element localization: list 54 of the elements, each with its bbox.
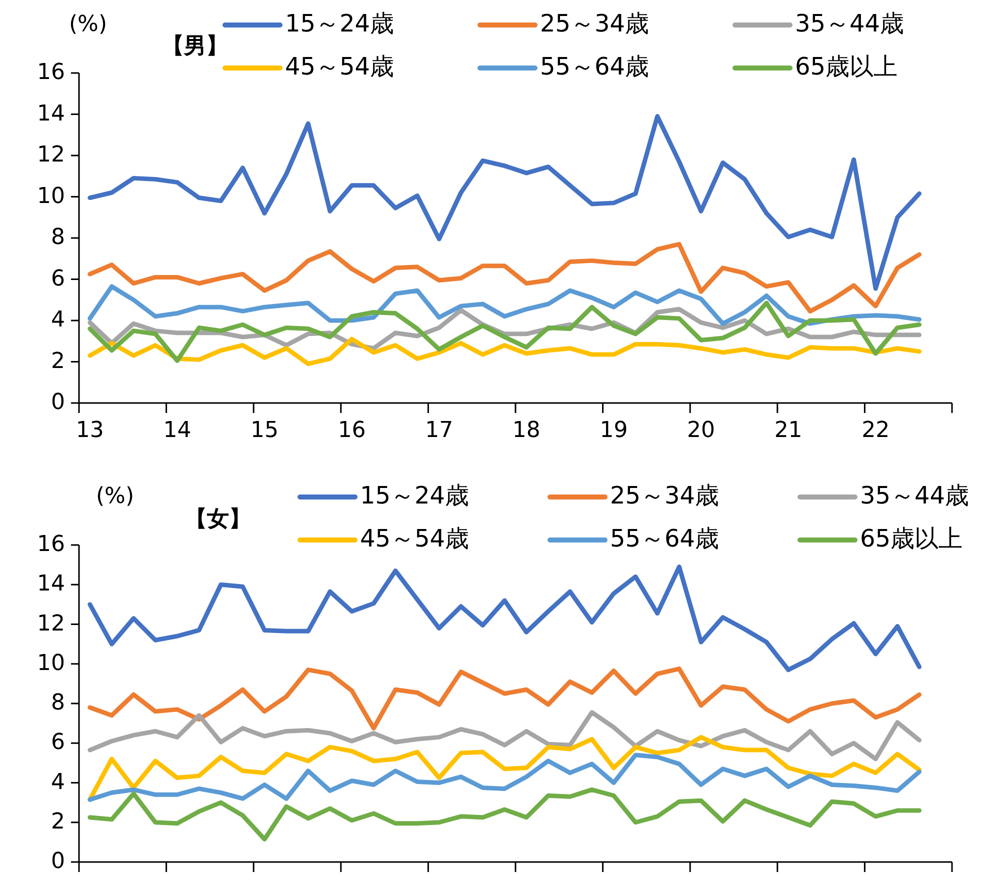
legend-label: 55～64歳 <box>610 524 720 553</box>
legend-label: 25～34歳 <box>540 10 650 38</box>
y-tick-label: 4 <box>51 770 65 795</box>
x-tick-label: 14 <box>163 418 192 444</box>
y-tick-label: 6 <box>51 730 65 756</box>
y-tick-label: 0 <box>51 849 65 874</box>
legend-label: 25～34歳 <box>610 482 720 510</box>
y-tick-label: 0 <box>51 390 65 416</box>
x-tick-label: 16 <box>338 418 366 444</box>
legend-label: 35～44歳 <box>795 10 904 38</box>
y-tick-label: 14 <box>37 101 65 126</box>
line-series <box>88 666 922 731</box>
x-tick-label: 13 <box>76 418 104 444</box>
chart-title: 【女】 <box>185 507 251 532</box>
y-tick-label: 2 <box>51 809 65 834</box>
y-tick-label: 16 <box>37 60 65 86</box>
line-series <box>88 284 922 326</box>
y-axis-title: (%) <box>68 12 108 38</box>
legend-label: 45～54歳 <box>360 524 470 553</box>
line-series <box>88 336 922 366</box>
legend-label: 45～54歳 <box>285 52 394 81</box>
y-tick-label: 8 <box>51 690 65 716</box>
legend-label: 15～24歳 <box>360 482 470 510</box>
line-series <box>88 564 922 672</box>
line-series <box>88 710 922 762</box>
y-tick-label: 4 <box>51 308 65 333</box>
line-series <box>88 787 922 842</box>
legend-label: 65歳以上 <box>860 524 963 553</box>
line-series <box>88 752 922 802</box>
y-tick-label: 6 <box>51 266 65 292</box>
x-tick-label: 20 <box>687 418 716 444</box>
line-series <box>88 114 922 291</box>
x-tick-label: 22 <box>862 418 890 444</box>
chart-title: 【男】 <box>162 34 228 60</box>
line-series <box>88 300 922 363</box>
legend-label: 55～64歳 <box>540 52 650 81</box>
y-tick-label: 10 <box>37 650 65 676</box>
y-tick-label: 10 <box>37 184 65 209</box>
x-tick-label: 19 <box>600 418 628 444</box>
x-tick-label: 21 <box>774 418 802 444</box>
legend-label: 65歳以上 <box>795 52 898 81</box>
x-tick-label: 15 <box>250 418 279 444</box>
y-tick-label: 12 <box>37 611 65 636</box>
x-tick-label: 17 <box>425 418 454 444</box>
legend-label: 15～24歳 <box>285 10 394 38</box>
y-tick-label: 16 <box>37 532 65 558</box>
y-axis-title: (%) <box>96 484 134 510</box>
y-tick-label: 2 <box>51 348 65 374</box>
y-tick-label: 14 <box>37 572 65 597</box>
y-tick-label: 12 <box>37 142 65 168</box>
y-tick-label: 8 <box>51 225 65 250</box>
legend-label: 35～44歳 <box>860 482 970 510</box>
line-series <box>88 242 922 314</box>
x-tick-label: 18 <box>512 418 540 444</box>
